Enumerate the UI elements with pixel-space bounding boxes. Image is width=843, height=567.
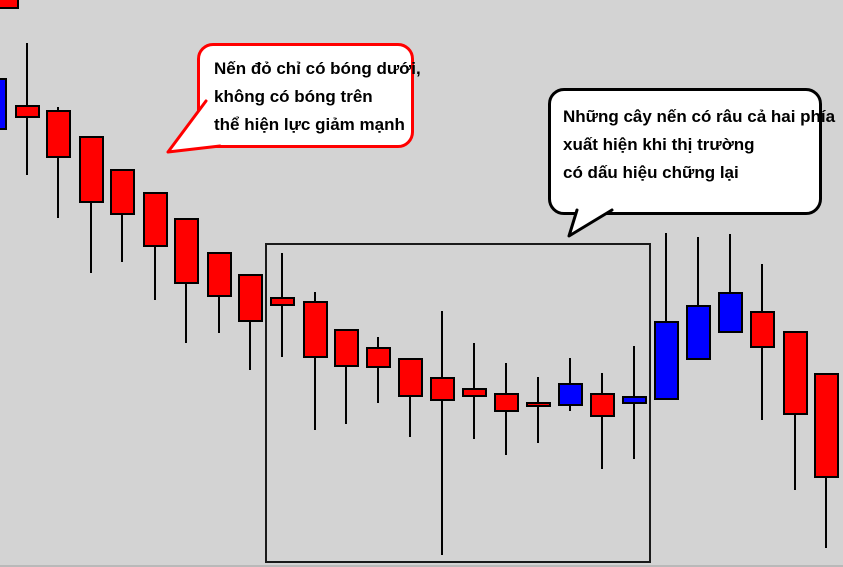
candle-wick bbox=[409, 358, 411, 437]
candle-red-down bbox=[334, 329, 359, 367]
annotation-black-line-3: có dấu hiệu chững lại bbox=[563, 163, 739, 182]
candle-blue-up bbox=[654, 321, 679, 400]
candle-wick bbox=[314, 292, 316, 430]
candle-red-down bbox=[526, 402, 551, 407]
candle-red-down bbox=[430, 377, 455, 401]
candle-blue-up bbox=[622, 396, 647, 404]
candle-blue-up bbox=[0, 78, 7, 130]
annotation-bubble-black: Những cây nến có râu cả hai phía xuất hi… bbox=[548, 88, 836, 215]
candle-wick bbox=[729, 234, 731, 333]
candle-wick bbox=[665, 233, 667, 400]
annotation-bubble-red: Nến đỏ chỉ có bóng dưới, không có bóng t… bbox=[197, 43, 421, 148]
candle-red-down bbox=[303, 301, 328, 358]
candle-red-down bbox=[494, 393, 519, 412]
candle-red-down bbox=[750, 311, 775, 348]
candle-red-down bbox=[238, 274, 263, 322]
bottom-edge bbox=[0, 565, 843, 567]
candle-wick bbox=[345, 329, 347, 424]
candle-red-down bbox=[366, 347, 391, 368]
candle-red-down bbox=[398, 358, 423, 397]
annotation-red-line-1: Nến đỏ chỉ có bóng dưới, bbox=[214, 59, 421, 78]
candle-red-down bbox=[143, 192, 168, 247]
candle-red-down bbox=[270, 297, 295, 306]
candle-wick bbox=[441, 311, 443, 555]
candle-red-down bbox=[46, 110, 71, 158]
candle-red-down bbox=[174, 218, 199, 284]
highlight-box bbox=[265, 243, 651, 563]
candle-red-down bbox=[590, 393, 615, 417]
annotation-black-line-1: Những cây nến có râu cả hai phía bbox=[563, 107, 836, 126]
candle-red-down bbox=[783, 331, 808, 415]
candle-red-down bbox=[0, 0, 19, 9]
candle-wick bbox=[121, 169, 123, 262]
candle-wick bbox=[601, 373, 603, 469]
candle-red-down bbox=[110, 169, 135, 215]
candle-wick bbox=[90, 136, 92, 273]
candle-wick bbox=[249, 274, 251, 370]
candle-blue-up bbox=[686, 305, 711, 360]
candle-red-down bbox=[79, 136, 104, 203]
annotation-red-line-2: không có bóng trên bbox=[214, 87, 373, 106]
candle-blue-up bbox=[558, 383, 583, 406]
candle-wick bbox=[57, 107, 59, 218]
candle-red-down bbox=[15, 105, 40, 118]
candle-wick bbox=[697, 237, 699, 360]
annotation-red-line-3: thể hiện lực giảm mạnh bbox=[214, 115, 405, 134]
candle-blue-up bbox=[718, 292, 743, 333]
candle-red-down bbox=[462, 388, 487, 397]
candle-wick bbox=[377, 337, 379, 403]
candle-red-down bbox=[814, 373, 839, 478]
annotation-black-line-2: xuất hiện khi thị trường bbox=[563, 135, 755, 154]
candle-wick bbox=[537, 377, 539, 443]
candle-red-down bbox=[207, 252, 232, 297]
